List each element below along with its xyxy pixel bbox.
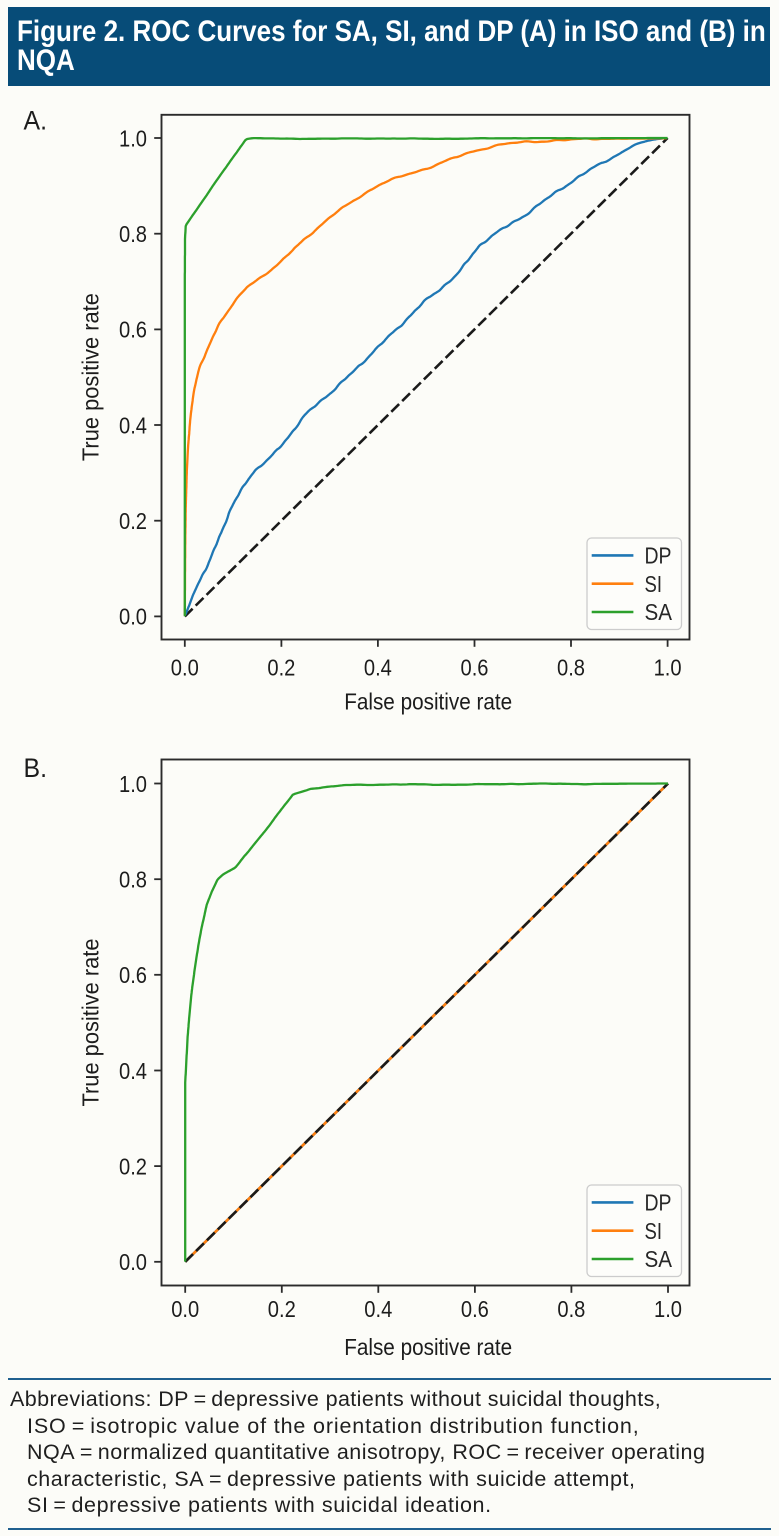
svg-text:0.0: 0.0 <box>119 1249 147 1275</box>
svg-text:0.2: 0.2 <box>119 508 147 534</box>
svg-text:0.8: 0.8 <box>119 221 147 247</box>
svg-text:SI: SI <box>645 571 663 597</box>
svg-text:1.0: 1.0 <box>654 654 682 680</box>
svg-text:True positive rate: True positive rate <box>78 293 104 461</box>
svg-text:SA: SA <box>645 599 673 625</box>
svg-text:0.6: 0.6 <box>119 317 147 343</box>
svg-text:0.2: 0.2 <box>267 654 295 680</box>
svg-text:0.4: 0.4 <box>364 1296 392 1322</box>
svg-text:0.6: 0.6 <box>461 654 489 680</box>
svg-text:0.8: 0.8 <box>557 1296 585 1322</box>
svg-text:1.0: 1.0 <box>119 125 147 151</box>
svg-text:0.8: 0.8 <box>119 867 147 893</box>
svg-text:SI: SI <box>645 1218 663 1244</box>
svg-text:A.: A. <box>24 106 48 136</box>
svg-text:0.4: 0.4 <box>119 1058 147 1084</box>
svg-text:B.: B. <box>24 753 48 783</box>
svg-text:0.8: 0.8 <box>557 654 585 680</box>
svg-text:False positive rate: False positive rate <box>344 688 512 714</box>
svg-text:0.2: 0.2 <box>268 1296 296 1322</box>
svg-text:0.6: 0.6 <box>461 1296 489 1322</box>
svg-text:0.0: 0.0 <box>119 604 147 630</box>
svg-text:True positive rate: True positive rate <box>78 939 104 1107</box>
svg-text:0.0: 0.0 <box>171 1296 199 1322</box>
svg-text:0.6: 0.6 <box>119 962 147 988</box>
svg-text:0.2: 0.2 <box>119 1153 147 1179</box>
svg-text:1.0: 1.0 <box>119 771 147 797</box>
svg-text:False positive rate: False positive rate <box>344 1334 512 1360</box>
svg-text:1.0: 1.0 <box>654 1296 682 1322</box>
svg-text:DP: DP <box>645 1190 672 1216</box>
svg-text:0.4: 0.4 <box>119 412 147 438</box>
svg-text:DP: DP <box>645 543 672 569</box>
svg-text:0.0: 0.0 <box>171 654 199 680</box>
svg-text:0.4: 0.4 <box>364 654 392 680</box>
svg-text:SA: SA <box>645 1246 673 1272</box>
